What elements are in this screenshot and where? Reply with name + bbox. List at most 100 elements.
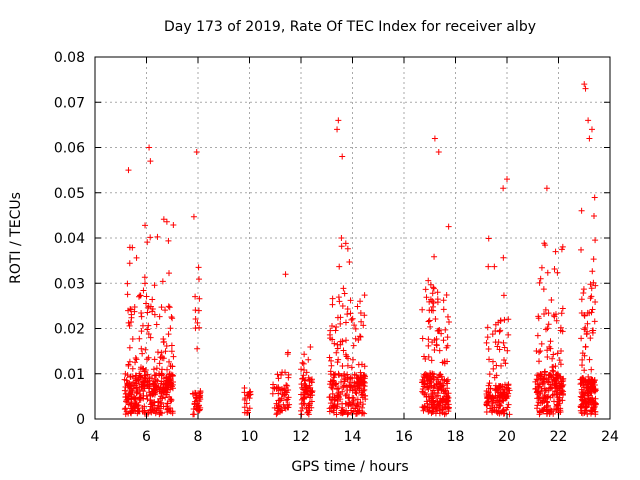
data-point	[352, 335, 359, 342]
data-point	[247, 388, 254, 395]
data-point	[536, 393, 543, 400]
data-point	[149, 406, 156, 413]
data-point	[163, 342, 170, 349]
data-point	[153, 383, 160, 390]
data-point	[420, 373, 427, 380]
data-point	[136, 335, 143, 342]
data-point	[541, 369, 548, 376]
data-point	[150, 380, 157, 387]
data-point	[485, 398, 492, 405]
data-point	[540, 380, 547, 387]
data-point	[138, 309, 145, 316]
data-point	[133, 356, 140, 363]
data-point	[487, 405, 494, 412]
data-point	[426, 397, 433, 404]
data-point	[431, 135, 438, 142]
data-point	[585, 395, 592, 402]
data-point	[357, 298, 364, 305]
data-point	[496, 328, 503, 335]
data-point	[441, 411, 448, 418]
data-point	[270, 384, 277, 391]
data-point	[345, 355, 352, 362]
data-point	[124, 382, 131, 389]
data-point	[138, 374, 145, 381]
data-point	[581, 367, 588, 374]
data-point	[150, 366, 157, 373]
data-point	[334, 345, 341, 352]
data-point	[550, 363, 557, 370]
data-point	[156, 360, 163, 367]
data-point	[545, 321, 552, 328]
data-point	[485, 235, 492, 242]
data-point	[126, 260, 133, 267]
data-point	[434, 299, 441, 306]
x-tick-label: 18	[447, 429, 465, 445]
data-point	[285, 371, 292, 378]
data-point	[170, 221, 177, 228]
data-point	[160, 375, 167, 382]
data-point	[500, 254, 507, 261]
data-point	[591, 212, 598, 219]
data-point	[147, 158, 154, 165]
data-point	[497, 318, 504, 325]
data-point	[444, 358, 451, 365]
data-point	[166, 376, 173, 383]
data-point	[162, 380, 169, 387]
data-point	[155, 399, 162, 406]
data-point	[145, 303, 152, 310]
data-point	[552, 376, 559, 383]
data-point	[556, 397, 563, 404]
data-point	[583, 331, 590, 338]
data-point	[301, 389, 308, 396]
data-point	[122, 370, 129, 377]
data-point	[142, 222, 149, 229]
data-point	[358, 377, 365, 384]
data-point	[144, 356, 151, 363]
data-point	[335, 371, 342, 378]
data-point	[590, 327, 597, 334]
data-point	[158, 371, 165, 378]
data-point	[431, 346, 438, 353]
data-point	[583, 404, 590, 411]
data-point	[142, 367, 149, 374]
data-point	[352, 325, 359, 332]
data-point	[151, 356, 158, 363]
data-point	[504, 347, 511, 354]
data-point	[348, 409, 355, 416]
data-point	[483, 409, 490, 416]
data-point	[587, 281, 594, 288]
data-point	[485, 345, 492, 352]
data-point	[443, 398, 450, 405]
data-point	[335, 117, 342, 124]
data-point	[299, 359, 306, 366]
data-point	[140, 287, 147, 294]
data-point	[298, 407, 305, 414]
data-point	[160, 339, 167, 346]
data-point	[537, 375, 544, 382]
data-point	[273, 385, 280, 392]
data-point	[273, 400, 280, 407]
data-point	[139, 365, 146, 372]
data-point	[557, 389, 564, 396]
data-point	[125, 167, 132, 174]
data-point	[194, 345, 201, 352]
data-point	[425, 408, 432, 415]
data-point	[165, 331, 172, 338]
data-point	[282, 271, 289, 278]
data-point	[549, 378, 556, 385]
data-point	[535, 313, 542, 320]
data-point	[153, 365, 160, 372]
data-point	[331, 340, 338, 347]
data-point	[357, 310, 364, 317]
data-point	[154, 349, 161, 356]
y-tick-label: 0.03	[54, 276, 85, 292]
data-point	[439, 376, 446, 383]
data-point	[559, 305, 566, 312]
data-point	[139, 350, 146, 357]
data-point	[123, 377, 130, 384]
data-point	[579, 362, 586, 369]
data-point	[444, 313, 451, 320]
data-point	[168, 348, 175, 355]
data-point	[334, 385, 341, 392]
data-point	[491, 374, 498, 381]
